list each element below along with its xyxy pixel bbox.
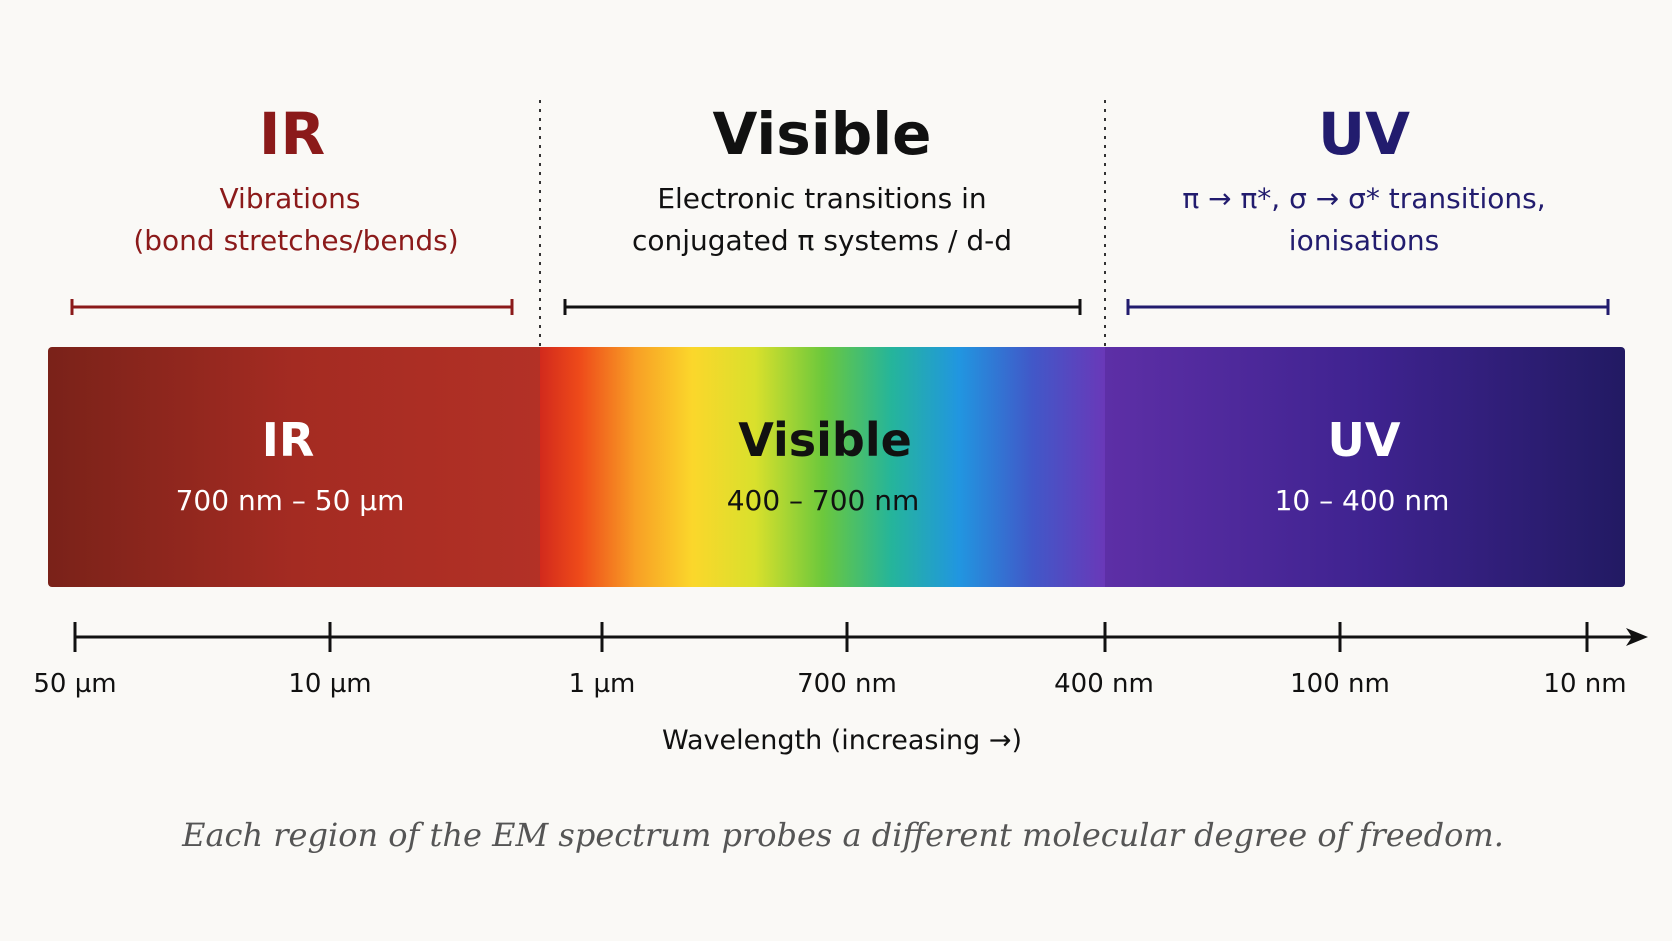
uv-region-desc-line1: π → π*, σ → σ* transitions, [1182, 182, 1545, 215]
axis-title: Wavelength (increasing →) [662, 725, 1022, 756]
uv-band-range: 10 – 400 nm [1275, 484, 1450, 517]
ir-region-desc-line2: (bond stretches/bends) [133, 224, 458, 257]
visible-region-desc-line1: Electronic transitions in [657, 182, 986, 215]
visible-band [540, 347, 1106, 587]
tick-label-4: 400 nm [1054, 669, 1154, 699]
visible-band-range: 400 – 700 nm [727, 484, 920, 517]
uv-region-desc-line2: ionisations [1289, 224, 1439, 257]
visible-region-title: Visible [713, 100, 932, 168]
ir-band-range: 700 nm – 50 µm [176, 484, 405, 517]
ir-region-title: IR [259, 100, 325, 168]
wavelength-axis: 50 µm 10 µm 1 µm 700 nm 400 nm 100 nm 10… [33, 622, 1648, 756]
ir-band [48, 347, 541, 587]
tick-label-5: 100 nm [1290, 669, 1390, 699]
ir-band-title: IR [262, 413, 315, 467]
spectrum-bar [48, 347, 1625, 587]
tick-label-2: 1 µm [569, 669, 636, 699]
uv-band [1105, 347, 1625, 587]
figure-caption: Each region of the EM spectrum probes a … [181, 816, 1504, 854]
tick-label-1: 10 µm [288, 669, 371, 699]
tick-label-3: 700 nm [797, 669, 897, 699]
visible-range-bracket [563, 299, 1082, 315]
tick-label-6: 10 nm [1543, 669, 1626, 699]
visible-band-title: Visible [738, 413, 912, 467]
uv-range-bracket [1126, 299, 1610, 315]
uv-region-title: UV [1318, 100, 1410, 168]
tick-label-0: 50 µm [33, 669, 116, 699]
uv-band-title: UV [1328, 413, 1401, 467]
ir-range-bracket [70, 299, 514, 315]
axis-arrowhead [1626, 628, 1648, 646]
visible-region-desc-line2: conjugated π systems / d-d [632, 224, 1012, 257]
ir-region-desc-line1: Vibrations [220, 182, 361, 215]
